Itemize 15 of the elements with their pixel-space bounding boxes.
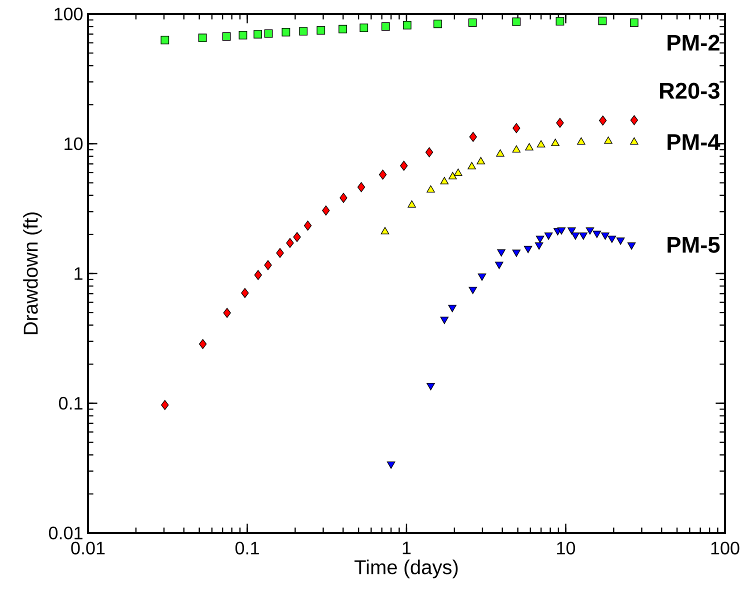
y-tick-label: 10: [64, 137, 83, 150]
x-tick-label: 10: [557, 542, 576, 554]
x-tick-label: 100: [711, 542, 740, 554]
y-axis-title: Drawdown (ft): [23, 212, 42, 334]
x-tick-label: 0.1: [235, 542, 259, 554]
legend-label: PM-4: [668, 134, 720, 150]
y-tick-label: 100: [54, 8, 83, 20]
x-axis-title: Time (days): [354, 560, 458, 578]
y-tick-label: 0.01: [48, 526, 82, 540]
legend-label: PM-5: [668, 237, 720, 253]
y-tick-label: 1: [74, 267, 82, 280]
legend-label: R20-3: [660, 82, 720, 99]
legend-label: PM-2: [668, 34, 720, 51]
y-tick-label: 0.1: [58, 396, 82, 410]
x-tick-label: 1: [402, 542, 411, 554]
